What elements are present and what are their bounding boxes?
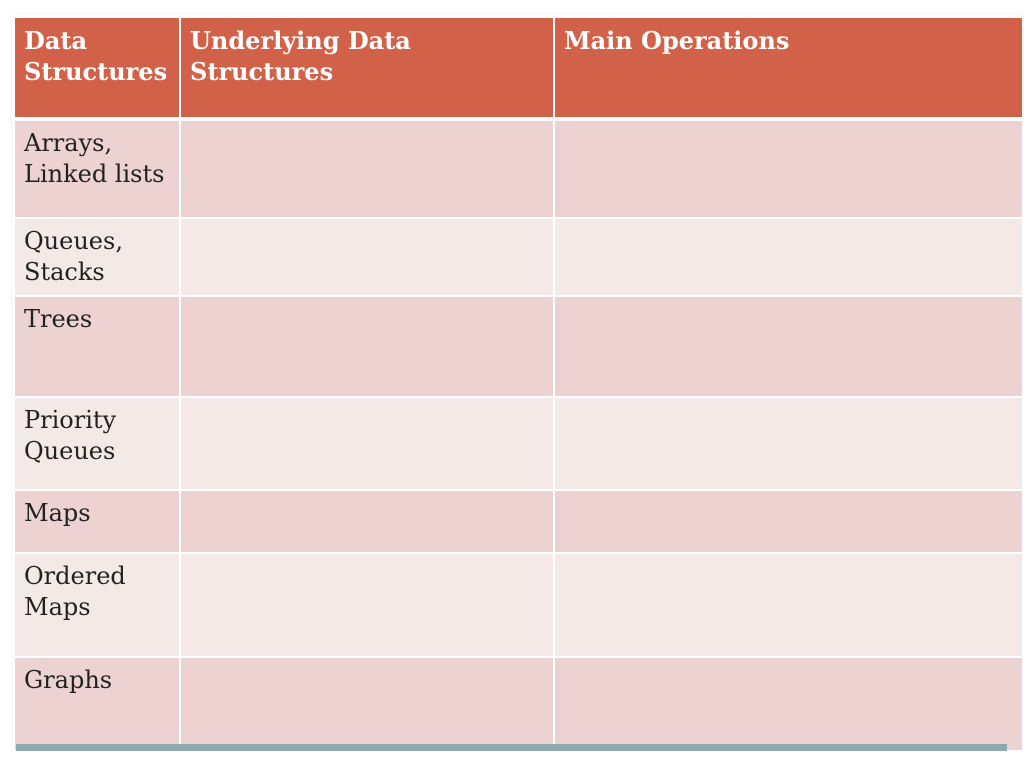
cell-operations — [553, 489, 1024, 554]
cell-underlying — [179, 396, 555, 491]
table-row: Arrays, Linked lists — [13, 118, 1024, 219]
table-header-row: Data Structures Underlying Data Structur… — [13, 16, 1024, 121]
table-row: Graphs — [13, 656, 1024, 752]
cell-operations — [553, 295, 1024, 398]
cell-underlying — [179, 552, 555, 658]
cell-underlying — [179, 118, 555, 219]
cell-data-structure: Maps — [13, 489, 181, 554]
cell-operations — [553, 552, 1024, 658]
cell-underlying — [179, 295, 555, 398]
table-row: Trees — [13, 295, 1024, 398]
cell-data-structure: Priority Queues — [13, 396, 181, 491]
table-row: Queues, Stacks — [13, 217, 1024, 297]
bottom-accent-bar — [16, 744, 1007, 751]
cell-operations — [553, 118, 1024, 219]
cell-data-structure: Ordered Maps — [13, 552, 181, 658]
table-row: Maps — [13, 489, 1024, 554]
cell-underlying — [179, 217, 555, 297]
table-row: Priority Queues — [13, 396, 1024, 491]
data-structures-table: Data Structures Underlying Data Structur… — [13, 16, 1024, 752]
cell-data-structure: Trees — [13, 295, 181, 398]
header-data-structures: Data Structures — [13, 16, 181, 121]
cell-operations — [553, 217, 1024, 297]
header-underlying-data-structures: Underlying Data Structures — [179, 16, 555, 121]
cell-operations — [553, 396, 1024, 491]
header-main-operations: Main Operations — [553, 16, 1024, 121]
cell-underlying — [179, 656, 555, 752]
cell-underlying — [179, 489, 555, 554]
cell-data-structure: Queues, Stacks — [13, 217, 181, 297]
cell-data-structure: Graphs — [13, 656, 181, 752]
cell-operations — [553, 656, 1024, 752]
cell-data-structure: Arrays, Linked lists — [13, 118, 181, 219]
table-row: Ordered Maps — [13, 552, 1024, 658]
